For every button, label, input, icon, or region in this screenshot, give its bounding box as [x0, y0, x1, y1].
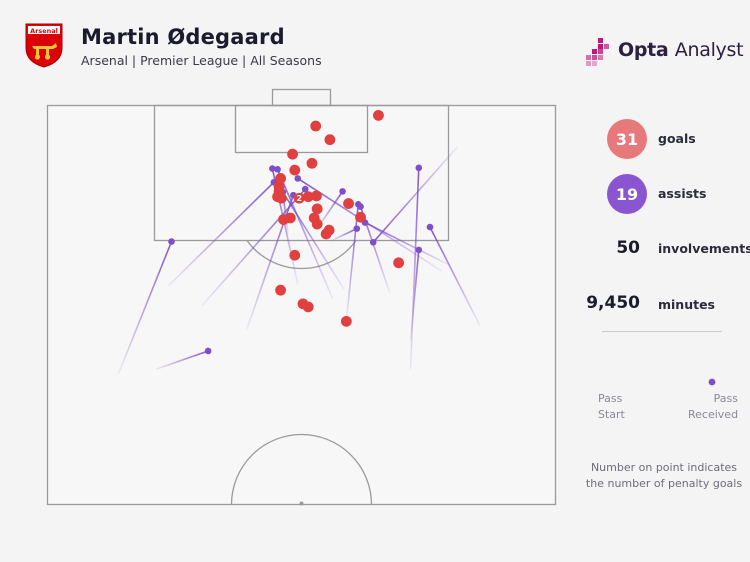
- assist-pass-received-point: [357, 203, 364, 210]
- assist-pass-received-point: [204, 347, 212, 355]
- assist-pass-received-point: [301, 185, 309, 193]
- assist-pass-line: [409, 249, 420, 342]
- legend-pass-start-line1: Pass: [598, 392, 623, 405]
- pass-legend-line: [612, 378, 716, 386]
- assist-pass-received-point: [269, 165, 276, 172]
- goal: [271, 88, 332, 107]
- goal-point: [278, 214, 289, 225]
- opta-logo-icon: [586, 38, 609, 66]
- penalty-note: Number on point indicates the number of …: [582, 460, 746, 492]
- assist-pass-received-point: [339, 188, 346, 195]
- penalty-goal-count-label: 2: [296, 194, 302, 203]
- centre-spot: [299, 501, 304, 506]
- assist-pass-received-point: [415, 164, 423, 172]
- goal-point: [275, 192, 287, 204]
- goal-point: [306, 157, 318, 169]
- pitch-markings: [46, 88, 557, 506]
- assist-pass-line: [429, 226, 481, 327]
- assist-pass-received-point: [274, 166, 281, 173]
- brand-light: Analyst: [674, 39, 744, 61]
- legend-pass-start-line2: Start: [598, 408, 625, 421]
- legend-pass-received: Pass Received: [688, 391, 738, 423]
- goal-point: [302, 191, 314, 203]
- assist-pass-line: [359, 206, 391, 293]
- assist-pass-line: [372, 146, 459, 243]
- assist-pass-line: [364, 221, 450, 266]
- involvements-label: involvements: [658, 241, 750, 256]
- assist-pass-line: [155, 350, 209, 370]
- subtitle: Arsenal | Premier League | All Seasons: [81, 53, 322, 68]
- goal-point: [311, 190, 322, 202]
- player-name: Martin Ødegaard: [81, 25, 285, 49]
- involvements-value: 50: [616, 238, 640, 258]
- goal-point: [311, 203, 323, 215]
- assist-pass-received-point: [426, 223, 434, 231]
- assist-pass-line: [276, 169, 334, 300]
- goal-point: [287, 148, 298, 160]
- goal-point: [343, 198, 354, 209]
- centre-circle: [230, 433, 373, 505]
- goal-point: [289, 164, 301, 176]
- goal-point: [340, 315, 352, 327]
- goal-point: [293, 192, 305, 204]
- goal-point: [302, 301, 314, 313]
- brand-bold: Opta: [618, 39, 669, 61]
- assist-pass-line: [167, 181, 275, 287]
- assist-pass-line: [117, 241, 173, 375]
- goal-point: [289, 249, 301, 261]
- assist-pass-line: [331, 227, 358, 242]
- penalty-arc: [246, 240, 357, 270]
- stats-panel: 31 goals 19 assists 50 involvements 9,45…: [580, 110, 750, 550]
- minutes-value: 9,450: [586, 293, 640, 313]
- divider: [602, 331, 722, 332]
- header: Arsenal Martin Ødegaard Arsenal | Premie…: [0, 0, 750, 80]
- brand-text: Opta Analyst: [618, 39, 744, 61]
- legend-pass-start: Pass Start: [598, 391, 625, 423]
- crest-text: Arsenal: [30, 27, 58, 35]
- minutes-label: minutes: [658, 297, 716, 312]
- assist-pass-received-point: [294, 175, 302, 182]
- penalty-note-line2: the number of penalty goals: [585, 477, 743, 490]
- penalty-note-line1: Number on point indicates: [590, 461, 738, 474]
- goal-point: [320, 228, 332, 240]
- goal-point: [311, 218, 323, 230]
- assist-pass-line: [409, 167, 420, 370]
- goals-label: goals: [658, 131, 696, 146]
- goal-point: [310, 120, 322, 132]
- assists-badge: 19: [607, 174, 647, 214]
- legend-pass-received-line1: Pass: [713, 392, 738, 405]
- arsenal-crest-icon: Arsenal: [25, 23, 63, 68]
- opta-analyst-logo: Opta Analyst: [584, 38, 744, 66]
- goal-point: [324, 134, 336, 146]
- assist-pass-received-point: [168, 238, 175, 245]
- goals-layer: 2: [272, 109, 405, 327]
- goal-point: [275, 284, 286, 296]
- legend-pass-received-line2: Received: [688, 408, 739, 421]
- goals-badge: 31: [607, 119, 647, 159]
- goal-point: [275, 173, 286, 184]
- assist-pass-line: [345, 204, 360, 322]
- assists-label: assists: [658, 186, 707, 201]
- goal-point: [355, 211, 366, 223]
- goal-point: [393, 257, 405, 269]
- goal-point: [373, 109, 384, 121]
